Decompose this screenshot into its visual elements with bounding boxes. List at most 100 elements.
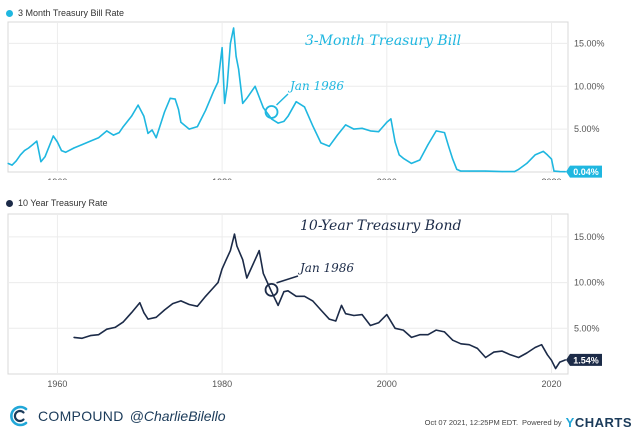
bill-data-point: [254, 85, 256, 87]
bill-data-point: [11, 164, 13, 166]
bill-data-point: [229, 42, 231, 44]
bond-data-point: [303, 295, 306, 297]
bond-data-point: [89, 335, 91, 337]
bill-data-point: [394, 141, 396, 143]
bond-last-value-label: 1.54%: [573, 355, 599, 365]
bill-data-point: [485, 170, 487, 172]
bill-x-tick-label: 2020: [542, 177, 562, 180]
bill-data-point: [60, 150, 63, 152]
bill-last-value-label: 0.04%: [573, 167, 599, 177]
bond-data-point: [262, 272, 264, 274]
bill-data-point: [460, 170, 462, 172]
bill-data-point: [169, 97, 171, 99]
bill-data-point: [435, 130, 437, 132]
bill-x-tick-label: 1980: [212, 177, 232, 180]
bill-data-point: [7, 162, 9, 164]
bill-data-point: [106, 130, 108, 132]
bill-data-point: [52, 135, 54, 137]
bill-data-point: [328, 145, 330, 147]
bill-data-point: [196, 126, 198, 128]
ycharts-logo-y: Y: [565, 415, 575, 430]
bond-data-point: [106, 328, 108, 330]
bill-data-point: [28, 147, 30, 149]
bond-data-point: [180, 300, 182, 302]
bond-data-point: [277, 304, 279, 306]
bond-data-point: [81, 337, 83, 339]
bill-x-tick-label: 1960: [47, 177, 67, 180]
bill-last-value-badge: [566, 165, 602, 178]
bill-data-point: [48, 145, 50, 147]
bond-data-point: [485, 356, 487, 359]
bill-data-point: [238, 68, 240, 70]
bill-annotation-label: Jan 1986: [287, 79, 344, 93]
bond-x-tick-label: 1960: [47, 379, 67, 389]
bill-data-point: [564, 171, 567, 173]
bond-data-point: [73, 336, 75, 338]
bill-data-point: [23, 150, 26, 152]
bill-data-point: [443, 132, 446, 134]
bond-data-point: [188, 303, 190, 306]
bond-data-point: [378, 322, 380, 324]
brand-handle[interactable]: @CharlieBilello: [129, 408, 226, 424]
bond-chart-title: 10-Year Treasury Bond: [300, 218, 461, 234]
bill-data-point: [19, 154, 21, 156]
bond-data-point: [460, 343, 462, 345]
bill-x-tick-label: 2000: [377, 177, 397, 180]
legend-10-year-bond: 10 Year Treasury Rate: [6, 198, 108, 208]
bill-data-point: [118, 132, 120, 134]
bond-x-tick-label: 1980: [212, 379, 232, 389]
bond-data-point: [246, 277, 248, 279]
bond-data-point: [546, 354, 549, 356]
bond-data-point: [147, 318, 149, 320]
powered-by: Powered by: [522, 418, 562, 427]
bill-data-point: [40, 161, 42, 163]
bill-annotation-circle: [264, 105, 279, 119]
bond-data-point: [122, 321, 124, 323]
bond-data-point: [254, 259, 256, 261]
bill-data-point: [122, 126, 124, 128]
bill-data-point: [130, 115, 133, 117]
bond-series-line: [73, 233, 566, 370]
bond-data-point: [328, 318, 330, 320]
bond-data-point: [443, 331, 446, 333]
bond-annotation-label: Jan 1986: [297, 261, 354, 275]
bill-data-point: [233, 27, 235, 29]
bond-data-point: [435, 329, 437, 331]
bond-data-point: [205, 295, 207, 297]
bill-data-point: [246, 97, 248, 99]
bill-data-point: [559, 171, 561, 173]
bill-data-point: [295, 101, 297, 103]
bond-data-point: [340, 304, 343, 306]
credit: Oct 07 2021, 12:25PM EDT. Powered by YCH…: [425, 415, 632, 430]
bond-data-point: [312, 300, 314, 302]
chart-10-year-bond: 1960 1980 2000 2020 5.00% 10.00% 15.00% 1.54% 10…: [7, 213, 605, 389]
bond-data-point: [213, 286, 215, 288]
bond-data-point: [295, 295, 297, 297]
bill-data-point: [398, 154, 400, 156]
ycharts-logo-rest: CHARTS: [574, 415, 632, 430]
bill-data-point: [534, 154, 536, 156]
ycharts-logo[interactable]: YCHARTS: [566, 415, 632, 430]
bill-data-point: [526, 162, 528, 164]
bill-data-point: [36, 140, 38, 142]
bill-data-point: [386, 121, 388, 123]
bill-plot-frame: [7, 21, 569, 173]
footer: COMPOUND @CharlieBilello Oct 07 2021, 12…: [0, 398, 640, 435]
bill-data-point: [221, 47, 223, 49]
bond-data-point: [287, 290, 289, 292]
bill-data-point: [174, 98, 176, 100]
bill-data-point: [56, 141, 59, 143]
bill-data-point: [369, 130, 371, 132]
legend-label-bill: 3 Month Treasury Bill Rate: [18, 8, 125, 18]
bill-data-point: [180, 121, 182, 123]
legend-3-month-bill: 3 Month Treasury Bill Rate: [6, 8, 124, 18]
bond-data-point: [468, 344, 470, 346]
bill-data-point: [456, 168, 458, 170]
bond-data-point: [114, 326, 116, 328]
bill-data-point: [320, 142, 322, 144]
bill-data-point: [155, 137, 157, 139]
bill-data-point: [259, 98, 261, 100]
bond-data-point: [270, 291, 273, 293]
bond-data-point: [493, 351, 495, 353]
bill-data-point: [468, 170, 470, 172]
